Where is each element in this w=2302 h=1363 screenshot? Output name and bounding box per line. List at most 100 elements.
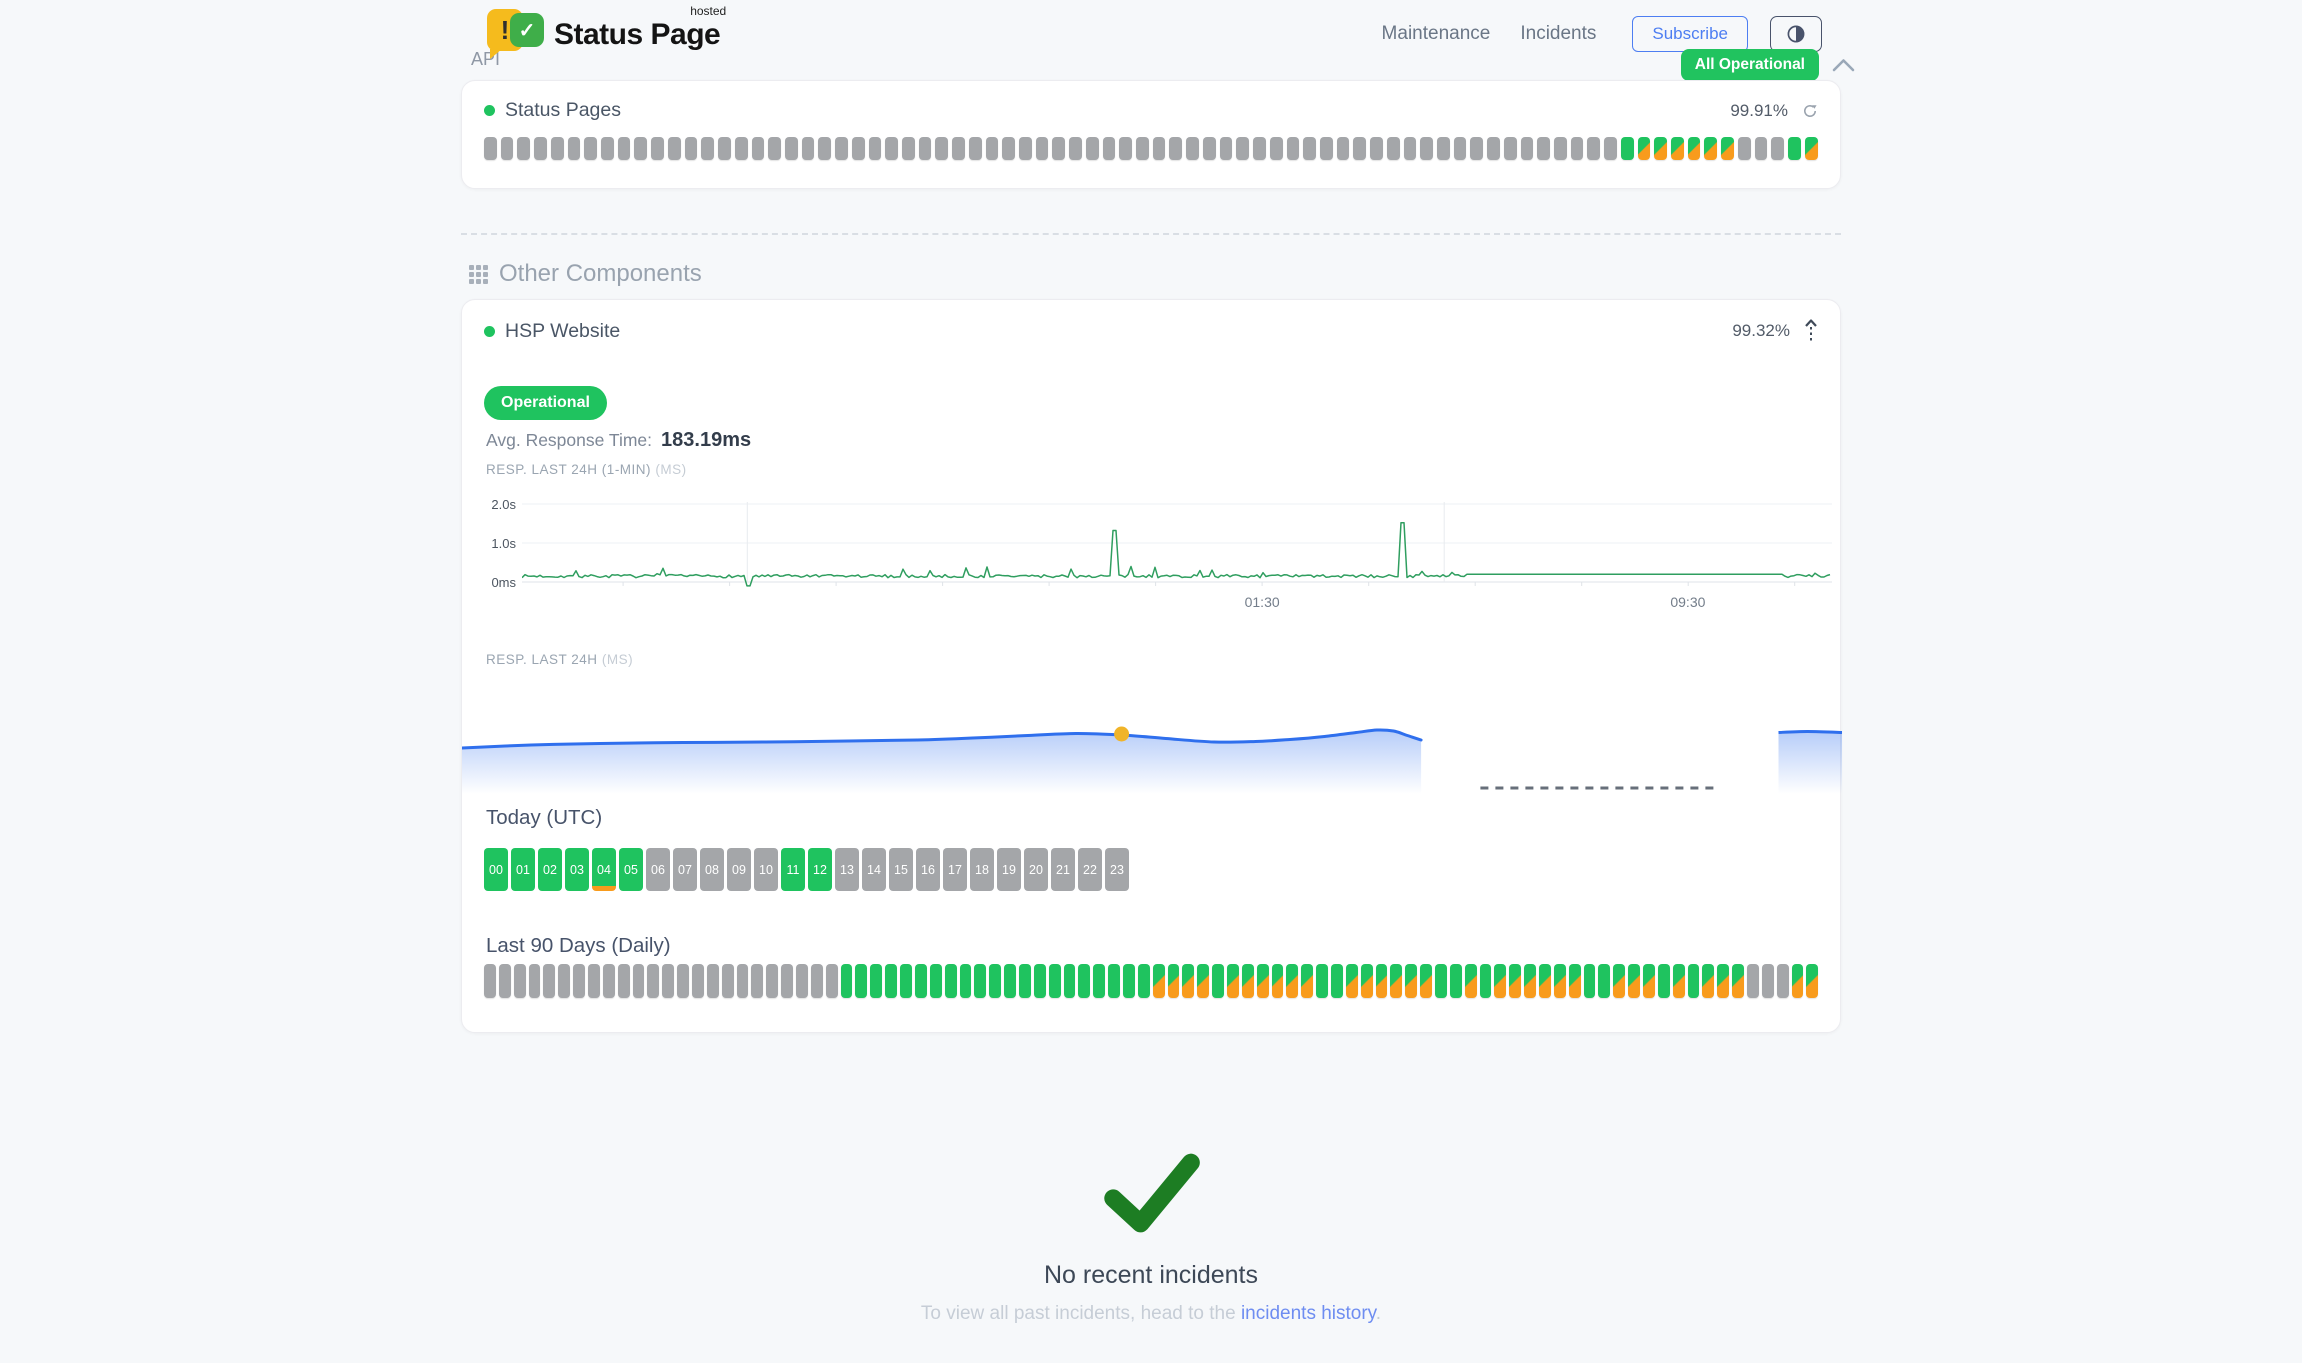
uptime-bar[interactable] (1069, 137, 1082, 160)
uptime-bar[interactable] (1102, 137, 1116, 160)
daily-uptime-bar[interactable] (588, 964, 600, 998)
daily-uptime-bar[interactable] (1449, 964, 1462, 998)
uptime-bar[interactable] (1637, 137, 1651, 160)
uptime-bar[interactable] (1470, 137, 1484, 160)
daily-uptime-bar[interactable] (1702, 964, 1715, 998)
uptime-bar[interactable] (818, 137, 832, 160)
hour-block-02[interactable]: 02 (538, 848, 562, 891)
uptime-bar[interactable] (885, 137, 898, 160)
uptime-bar[interactable] (1520, 137, 1534, 160)
uptime-bar[interactable] (1704, 137, 1718, 160)
daily-uptime-bar[interactable] (1316, 964, 1328, 998)
daily-uptime-bar[interactable] (602, 964, 615, 998)
daily-uptime-bar[interactable] (1197, 964, 1210, 998)
daily-uptime-bar[interactable] (840, 964, 853, 998)
daily-uptime-bar[interactable] (1301, 964, 1314, 998)
daily-uptime-bar[interactable] (1791, 964, 1804, 998)
uptime-bar[interactable] (868, 137, 882, 160)
hour-block-21[interactable]: 21 (1051, 848, 1075, 891)
uptime-bar[interactable] (1771, 137, 1785, 160)
uptime-bar[interactable] (1119, 137, 1133, 160)
uptime-bar[interactable] (1754, 137, 1768, 160)
daily-uptime-bar[interactable] (766, 964, 779, 998)
uptime-bar[interactable] (584, 137, 598, 160)
daily-uptime-bar[interactable] (1776, 964, 1789, 998)
daily-uptime-bar[interactable] (1271, 964, 1284, 998)
uptime-bar[interactable] (617, 137, 631, 160)
daily-uptime-bar[interactable] (855, 964, 868, 998)
daily-uptime-bar[interactable] (1375, 964, 1388, 998)
hour-block-05[interactable]: 05 (619, 848, 643, 891)
daily-uptime-bar[interactable] (1672, 964, 1685, 998)
daily-uptime-bar[interactable] (1613, 964, 1626, 998)
uptime-bar[interactable] (1386, 137, 1400, 160)
hour-block-07[interactable]: 07 (673, 848, 697, 891)
uptime-bar[interactable] (1219, 137, 1233, 160)
daily-uptime-bar[interactable] (1137, 964, 1150, 998)
daily-uptime-bar[interactable] (929, 964, 942, 998)
daily-uptime-bar[interactable] (1643, 964, 1655, 998)
uptime-bar[interactable] (1319, 137, 1333, 160)
uptime-bar[interactable] (1570, 137, 1584, 160)
nav-maintenance[interactable]: Maintenance (1381, 23, 1491, 44)
uptime-bar[interactable] (500, 137, 514, 160)
daily-uptime-bar[interactable] (959, 964, 972, 998)
daily-uptime-bar[interactable] (1568, 964, 1581, 998)
daily-uptime-bar[interactable] (1420, 964, 1432, 998)
uptime-bar[interactable] (1286, 137, 1300, 160)
hour-block-18[interactable]: 18 (970, 848, 994, 891)
uptime-bar[interactable] (634, 137, 648, 160)
daily-uptime-bar[interactable] (513, 964, 526, 998)
daily-uptime-bar[interactable] (1390, 964, 1403, 998)
uptime-bar[interactable] (701, 137, 715, 160)
daily-uptime-bar[interactable] (632, 964, 645, 998)
uptime-bar[interactable] (985, 137, 999, 160)
daily-uptime-bar[interactable] (1524, 964, 1537, 998)
uptime-bar[interactable] (1019, 137, 1032, 160)
hour-block-06[interactable]: 06 (646, 848, 670, 891)
uptime-bar[interactable] (952, 137, 965, 160)
uptime-bar[interactable] (484, 137, 497, 160)
daily-uptime-bar[interactable] (1806, 964, 1819, 998)
daily-uptime-bar[interactable] (1717, 964, 1730, 998)
daily-uptime-bar[interactable] (1004, 964, 1016, 998)
theme-toggle-button[interactable] (1770, 16, 1822, 52)
daily-uptime-bar[interactable] (974, 964, 987, 998)
daily-uptime-bar[interactable] (1509, 964, 1522, 998)
daily-uptime-bar[interactable] (914, 964, 927, 998)
daily-uptime-bar[interactable] (1732, 964, 1745, 998)
daily-uptime-bar[interactable] (736, 964, 749, 998)
uptime-bar[interactable] (784, 137, 798, 160)
daily-uptime-bar[interactable] (1033, 964, 1046, 998)
daily-uptime-bar[interactable] (647, 964, 660, 998)
hour-block-16[interactable]: 16 (916, 848, 940, 891)
daily-uptime-bar[interactable] (1093, 964, 1106, 998)
uptime-bar[interactable] (1035, 137, 1049, 160)
hour-block-01[interactable]: 01 (511, 848, 535, 891)
hour-block-23[interactable]: 23 (1105, 848, 1129, 891)
uptime-bar[interactable] (1671, 137, 1684, 160)
uptime-bar[interactable] (1554, 137, 1567, 160)
hour-block-19[interactable]: 19 (997, 848, 1021, 891)
daily-uptime-bar[interactable] (558, 964, 571, 998)
daily-uptime-bar[interactable] (751, 964, 764, 998)
uptime-bar[interactable] (851, 137, 865, 160)
daily-uptime-bar[interactable] (721, 964, 734, 998)
uptime-bar[interactable] (1737, 137, 1751, 160)
daily-uptime-bar[interactable] (1286, 964, 1299, 998)
uptime-bar[interactable] (1370, 137, 1383, 160)
uptime-bar[interactable] (751, 137, 765, 160)
uptime-bar[interactable] (1537, 137, 1550, 160)
daily-uptime-bar[interactable] (617, 964, 630, 998)
uptime-bar[interactable] (1269, 137, 1283, 160)
uptime-bar[interactable] (1487, 137, 1500, 160)
uptime-bar[interactable] (1152, 137, 1166, 160)
uptime-bar[interactable] (684, 137, 698, 160)
uptime-bar[interactable] (1436, 137, 1450, 160)
daily-uptime-bar[interactable] (1583, 964, 1596, 998)
daily-uptime-bar[interactable] (1182, 964, 1195, 998)
daily-uptime-bar[interactable] (900, 964, 912, 998)
uptime-bar[interactable] (1085, 137, 1099, 160)
uptime-bar[interactable] (801, 137, 815, 160)
uptime-bar[interactable] (1336, 137, 1350, 160)
